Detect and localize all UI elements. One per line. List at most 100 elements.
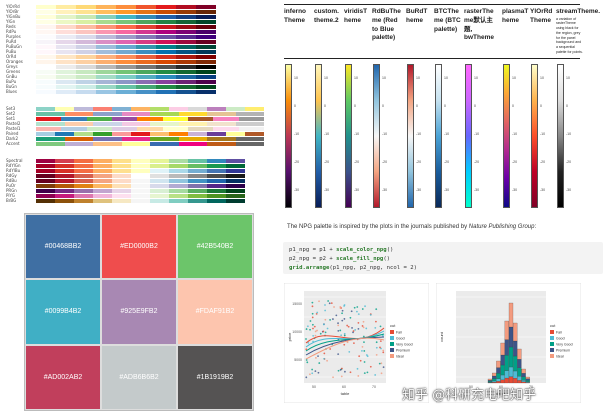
histogram-bar [525, 378, 530, 381]
scatter-point [306, 361, 309, 364]
swatch [238, 126, 264, 131]
scatter-point [358, 355, 361, 358]
swatch [56, 74, 76, 79]
histogram-bar [513, 370, 518, 379]
swatch [136, 49, 156, 54]
palette-row-bupu: BuPu [6, 79, 216, 84]
scatter-point [382, 349, 385, 352]
swatch [116, 89, 136, 94]
color-key-tick: -10 [294, 132, 300, 136]
smooth-line [305, 337, 385, 360]
color-key-tick: -30 [294, 188, 300, 192]
histogram-bar [517, 348, 522, 360]
scatter-point [356, 306, 359, 308]
swatch [116, 4, 136, 9]
swatch [76, 4, 96, 9]
swatch [176, 74, 196, 79]
scatter-point [352, 330, 355, 332]
swatch [76, 19, 96, 24]
swatch [131, 178, 150, 183]
scatter-point [316, 311, 319, 314]
swatch [207, 158, 226, 163]
swatch [36, 131, 55, 136]
color-key-tick: -30 [354, 188, 360, 192]
scatter-point [365, 327, 368, 330]
palette-row-purd: PuRd [6, 39, 216, 44]
swatch [196, 24, 216, 29]
swatch [131, 158, 150, 163]
swatch [36, 183, 55, 188]
swatch [156, 64, 176, 69]
color-key-tick: 10 [540, 76, 544, 80]
swatch [86, 116, 112, 121]
swatch [131, 198, 150, 203]
swatch [238, 116, 264, 121]
palette-swatches [36, 193, 245, 198]
scatter-point [305, 376, 308, 379]
swatch [55, 106, 74, 111]
swatch [116, 34, 136, 39]
legend-key [550, 348, 554, 352]
scatter-point [363, 361, 366, 363]
swatch [213, 116, 239, 121]
color-key-tick: 10 [566, 76, 570, 80]
swatch [96, 84, 116, 89]
swatch [207, 168, 226, 173]
swatch [55, 178, 74, 183]
palette-label: YlGnBu [6, 14, 21, 19]
histogram-bar [487, 378, 493, 381]
swatch [226, 168, 245, 173]
scatter-point [305, 348, 308, 351]
code-pre: p2_npg = p2 + [289, 256, 337, 262]
y-tick-label: 5000 [294, 358, 302, 362]
palette-swatches [36, 183, 245, 188]
scatter-point [348, 350, 351, 353]
scatter-point [314, 330, 317, 333]
color-key-tick: -10 [354, 132, 360, 136]
histogram-bar [525, 380, 530, 382]
color-key-bar [373, 64, 380, 208]
palette-row-greens: Greens [6, 69, 216, 74]
swatch [64, 121, 93, 126]
palette-swatches [36, 173, 245, 178]
swatch [137, 116, 163, 121]
scatter-point [315, 356, 317, 359]
palette-label: Spectral [6, 158, 23, 163]
histogram-bar [487, 381, 493, 383]
color-key-tick: 10 [512, 76, 516, 80]
swatch [96, 54, 116, 59]
scatter-point [374, 374, 377, 376]
swatch [150, 141, 179, 146]
scatter-point [369, 365, 372, 368]
legend-key [550, 336, 554, 340]
swatch [136, 64, 156, 69]
swatch [36, 141, 65, 146]
palette-row-rdylbu: RdYlBu [6, 168, 245, 173]
x-axis-label: table [341, 391, 350, 396]
swatch [74, 193, 93, 198]
swatch [76, 29, 96, 34]
scatter-point [357, 322, 360, 324]
swatch [76, 34, 96, 39]
swatch [196, 54, 216, 59]
swatch [55, 131, 74, 136]
swatch [176, 79, 196, 84]
swatch [76, 69, 96, 74]
swatch [116, 9, 136, 14]
histogram-bar [521, 373, 526, 377]
histogram-bar [492, 378, 497, 382]
scatter-point [337, 369, 340, 372]
swatch [136, 9, 156, 14]
x-tick-label: 70 [529, 385, 533, 389]
color-key-bar [285, 64, 292, 208]
swatch [76, 39, 96, 44]
color-tile: #FDAF91B2 [177, 279, 253, 345]
swatch [207, 198, 226, 203]
scatter-point [379, 325, 382, 328]
swatch [55, 163, 74, 168]
swatch [96, 64, 116, 69]
swatch [56, 29, 76, 34]
y-axis-label: count [439, 331, 444, 342]
scatter-point [317, 371, 320, 374]
swatch [235, 111, 264, 116]
